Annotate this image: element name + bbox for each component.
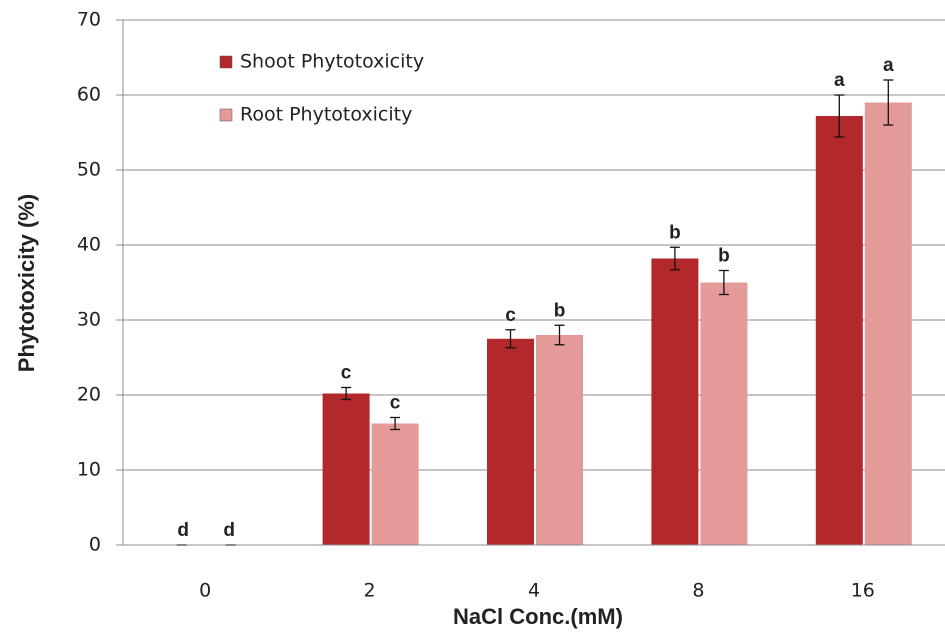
bar [322, 393, 370, 545]
significance-letter: c [390, 393, 401, 414]
legend-label: Shoot Phytotoxicity [240, 51, 424, 73]
bar [487, 338, 534, 545]
bar [536, 335, 583, 545]
significance-letter: d [223, 520, 235, 541]
significance-letter: c [505, 305, 516, 326]
significance-letter: a [834, 70, 845, 91]
y-tick-label: 20 [77, 384, 101, 406]
legend-label: Root Phytotoxicity [240, 104, 412, 126]
bar [651, 258, 699, 545]
y-tick-label: 30 [77, 309, 101, 331]
x-tick-label: 2 [364, 580, 376, 602]
y-tick-label: 10 [77, 459, 101, 481]
x-tick-label: 8 [692, 580, 704, 602]
significance-letter: b [554, 300, 566, 321]
significance-letter: b [669, 222, 681, 243]
bar [371, 423, 419, 545]
y-tick-label: 0 [89, 534, 101, 556]
significance-letter: d [177, 520, 189, 541]
y-tick-label: 60 [77, 84, 101, 106]
legend-swatch [219, 108, 233, 122]
bar [700, 282, 748, 545]
y-tick-label: 70 [77, 9, 101, 31]
significance-letter: a [883, 55, 894, 76]
y-tick-label: 40 [77, 234, 101, 256]
y-tick-label: 50 [77, 159, 101, 181]
y-axis-title: Phytotoxicity (%) [14, 194, 39, 372]
bar [864, 102, 912, 545]
x-axis-title: NaCl Conc.(mM) [453, 604, 623, 629]
significance-letter: b [718, 246, 730, 267]
bar [815, 116, 863, 545]
x-tick-label: 4 [528, 580, 540, 602]
x-tick-label: 16 [851, 580, 875, 602]
x-tick-label: 0 [199, 580, 211, 602]
legend-swatch [219, 55, 233, 69]
significance-letter: c [341, 363, 352, 384]
